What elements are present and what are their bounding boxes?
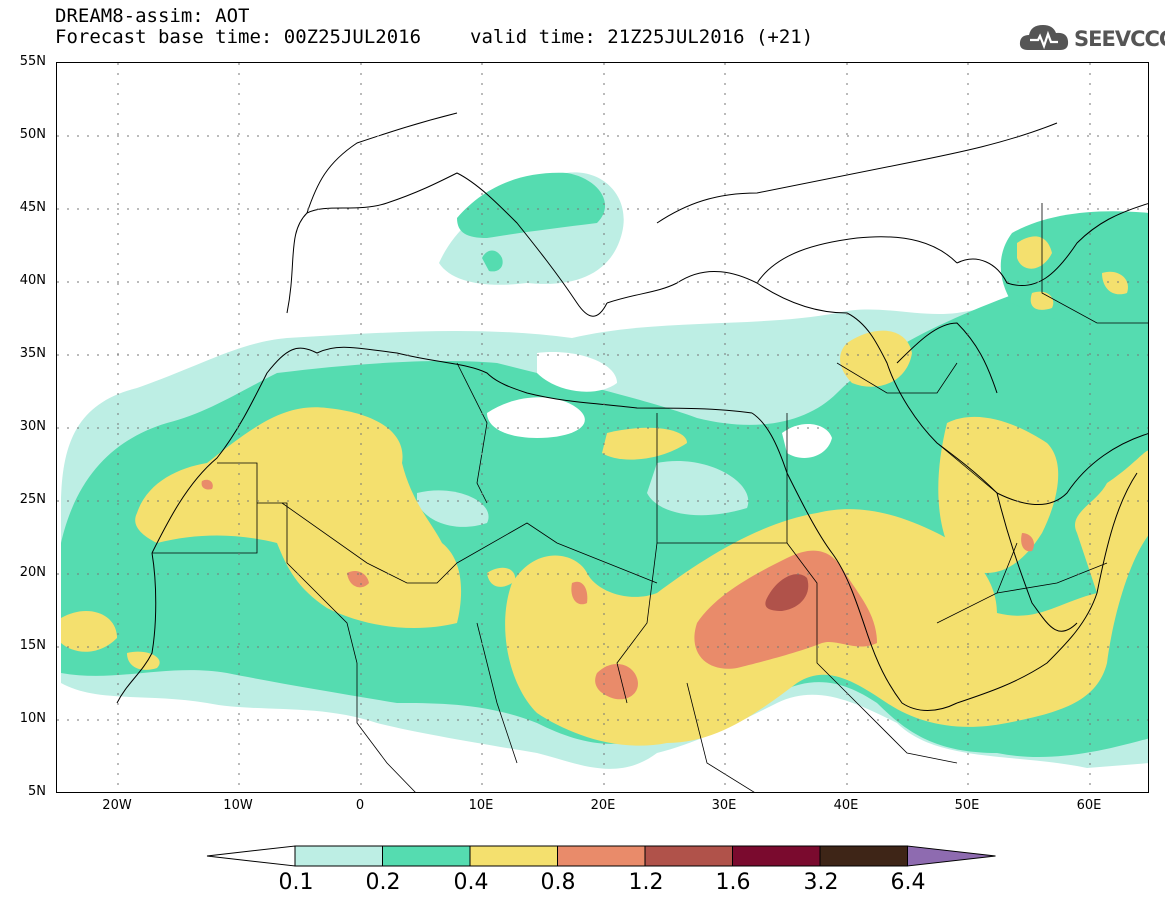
lat-label: 45N: [19, 200, 46, 215]
lat-label: 10N: [19, 711, 46, 726]
lon-label: 20W: [102, 798, 132, 813]
colorbar-segment: [382, 845, 471, 867]
map-area: [56, 62, 1149, 793]
lat-label: 30N: [19, 419, 46, 434]
lon-label: 30E: [711, 798, 737, 813]
colorbar-label: 0.8: [540, 870, 576, 895]
colorbar-segment: [644, 845, 733, 867]
colorbar-label: 0.4: [453, 870, 489, 895]
colorbar-segment: [294, 845, 383, 867]
lat-label: 5N: [28, 784, 46, 799]
colorbar: [206, 845, 996, 867]
lat-label: 15N: [19, 638, 46, 653]
lat-label: 20N: [19, 565, 46, 580]
lat-label: 35N: [19, 346, 46, 361]
colorbar-label: 0.1: [278, 870, 314, 895]
forecast-base-time: Forecast base time: 00Z25JUL2016: [55, 26, 422, 48]
colorbar-label: 6.4: [890, 870, 926, 895]
colorbar-segment: [469, 845, 558, 867]
lon-label: 10E: [468, 798, 494, 813]
logo-text: SEEVCCC: [1074, 27, 1165, 51]
colorbar-label: 1.6: [715, 870, 751, 895]
lat-label: 25N: [19, 492, 46, 507]
lon-label: 20E: [590, 798, 616, 813]
lon-label: 40E: [833, 798, 859, 813]
aot-field: [57, 63, 1148, 792]
colorbar-label: 3.2: [803, 870, 839, 895]
colorbar-segment: [732, 845, 821, 867]
colorbar-label: 1.2: [628, 870, 664, 895]
colorbar-segment: [557, 845, 646, 867]
cloud-icon: [1019, 25, 1069, 50]
valid-time: valid time: 21Z25JUL2016 (+21): [470, 26, 814, 48]
lat-label: 40N: [19, 273, 46, 288]
lon-label: 0: [355, 798, 365, 813]
lon-label: 10W: [223, 798, 253, 813]
seevccc-logo: SEEVCCC: [1018, 20, 1165, 60]
lat-label: 50N: [19, 127, 46, 142]
chart-title: DREAM8-assim: AOT: [55, 5, 250, 27]
colorbar-over-triangle: [907, 845, 996, 867]
colorbar-label: 0.2: [365, 870, 401, 895]
colorbar-under-triangle: [206, 845, 296, 867]
lat-label: 55N: [19, 54, 46, 69]
lon-label: 50E: [954, 798, 980, 813]
lon-label: 60E: [1076, 798, 1102, 813]
colorbar-segment: [819, 845, 908, 867]
